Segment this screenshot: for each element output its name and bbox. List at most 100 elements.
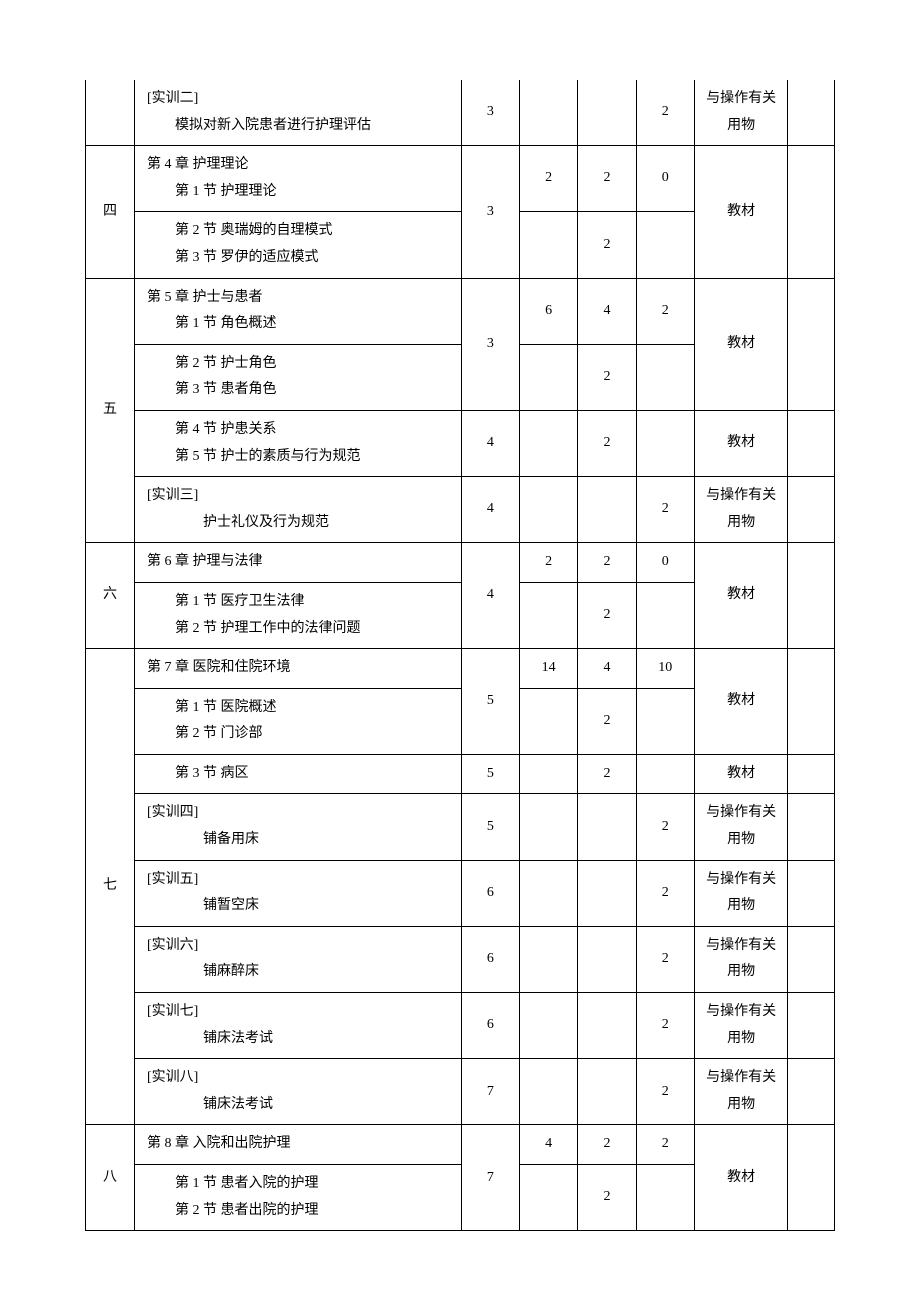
chapter-index: 七 bbox=[86, 649, 135, 1125]
content-cell: [实训五] 铺暂空床 bbox=[135, 860, 462, 926]
num-col-4: 2 bbox=[636, 477, 694, 543]
content-cell: [实训三] 护士礼仪及行为规范 bbox=[135, 477, 462, 543]
empty-cell bbox=[788, 754, 835, 794]
num-col-4: 2 bbox=[636, 1125, 694, 1165]
empty-cell bbox=[788, 80, 835, 146]
content-cell: 第 2 节 奥瑞姆的自理模式 第 3 节 罗伊的适应模式 bbox=[135, 212, 462, 278]
table-row: [实训二] 模拟对新入院患者进行护理评估32与操作有关用物 bbox=[86, 80, 835, 146]
num-col-4: 0 bbox=[636, 543, 694, 583]
empty-cell bbox=[788, 477, 835, 543]
content-cell: [实训七] 铺床法考试 bbox=[135, 993, 462, 1059]
num-col-2 bbox=[519, 993, 577, 1059]
num-col-2: 14 bbox=[519, 649, 577, 689]
material-cell: 教材 bbox=[694, 1125, 787, 1231]
table-row: [实训五] 铺暂空床62与操作有关用物 bbox=[86, 860, 835, 926]
num-col-3: 2 bbox=[578, 410, 636, 476]
chapter-index: 八 bbox=[86, 1125, 135, 1231]
empty-cell bbox=[788, 926, 835, 992]
empty-cell bbox=[788, 993, 835, 1059]
num-col-3 bbox=[578, 993, 636, 1059]
table-row: 五第 5 章 护士与患者 第 1 节 角色概述3642教材 bbox=[86, 278, 835, 344]
table-row: 八第 8 章 入院和出院护理7422教材 bbox=[86, 1125, 835, 1165]
num-col-2 bbox=[519, 1059, 577, 1125]
num-col-1: 4 bbox=[461, 543, 519, 649]
num-col-1: 6 bbox=[461, 926, 519, 992]
empty-cell bbox=[788, 543, 835, 649]
num-col-4: 2 bbox=[636, 926, 694, 992]
num-col-2 bbox=[519, 477, 577, 543]
content-cell: [实训四] 铺备用床 bbox=[135, 794, 462, 860]
table-row: [实训三] 护士礼仪及行为规范4 2与操作有关用物 bbox=[86, 477, 835, 543]
empty-cell bbox=[788, 1125, 835, 1231]
curriculum-table: [实训二] 模拟对新入院患者进行护理评估32与操作有关用物四第 4 章 护理理论… bbox=[85, 80, 835, 1231]
num-col-3: 4 bbox=[578, 649, 636, 689]
content-cell: 第 1 节 患者入院的护理 第 2 节 患者出院的护理 bbox=[135, 1165, 462, 1231]
empty-cell bbox=[788, 794, 835, 860]
num-col-2 bbox=[519, 688, 577, 754]
num-col-1: 3 bbox=[461, 146, 519, 278]
num-col-3: 2 bbox=[578, 344, 636, 410]
empty-cell bbox=[788, 278, 835, 410]
content-cell: 第 4 章 护理理论 第 1 节 护理理论 bbox=[135, 146, 462, 212]
material-cell: 与操作有关用物 bbox=[694, 794, 787, 860]
num-col-3: 2 bbox=[578, 1125, 636, 1165]
content-cell: [实训二] 模拟对新入院患者进行护理评估 bbox=[135, 80, 462, 146]
material-cell: 教材 bbox=[694, 146, 787, 278]
num-col-2: 6 bbox=[519, 278, 577, 344]
material-cell: 与操作有关用物 bbox=[694, 926, 787, 992]
material-cell: 与操作有关用物 bbox=[694, 80, 787, 146]
table-row: 七第 7 章 医院和住院环境514410教材 bbox=[86, 649, 835, 689]
content-cell: [实训六] 铺麻醉床 bbox=[135, 926, 462, 992]
content-cell: [实训八] 铺床法考试 bbox=[135, 1059, 462, 1125]
num-col-2 bbox=[519, 754, 577, 794]
num-col-3: 2 bbox=[578, 212, 636, 278]
num-col-1: 6 bbox=[461, 860, 519, 926]
content-cell: 第 6 章 护理与法律 bbox=[135, 543, 462, 583]
table-row: 第 3 节 病区52教材 bbox=[86, 754, 835, 794]
table-row: 第 4 节 护患关系 第 5 节 护士的素质与行为规范42教材 bbox=[86, 410, 835, 476]
num-col-1: 4 bbox=[461, 477, 519, 543]
num-col-4 bbox=[636, 1165, 694, 1231]
num-col-3 bbox=[578, 80, 636, 146]
num-col-4 bbox=[636, 344, 694, 410]
empty-cell bbox=[788, 649, 835, 755]
content-cell: 第 1 节 医疗卫生法律 第 2 节 护理工作中的法律问题 bbox=[135, 582, 462, 648]
num-col-4: 10 bbox=[636, 649, 694, 689]
material-cell: 教材 bbox=[694, 278, 787, 410]
content-cell: 第 7 章 医院和住院环境 bbox=[135, 649, 462, 689]
num-col-4: 2 bbox=[636, 1059, 694, 1125]
num-col-3: 2 bbox=[578, 754, 636, 794]
num-col-2: 2 bbox=[519, 543, 577, 583]
content-cell: 第 2 节 护士角色 第 3 节 患者角色 bbox=[135, 344, 462, 410]
material-cell: 与操作有关用物 bbox=[694, 993, 787, 1059]
material-cell: 与操作有关用物 bbox=[694, 477, 787, 543]
num-col-1: 7 bbox=[461, 1059, 519, 1125]
num-col-3 bbox=[578, 1059, 636, 1125]
chapter-index: 五 bbox=[86, 278, 135, 543]
num-col-3: 2 bbox=[578, 543, 636, 583]
num-col-3 bbox=[578, 860, 636, 926]
num-col-4: 2 bbox=[636, 794, 694, 860]
num-col-4 bbox=[636, 688, 694, 754]
table-row: [实训七] 铺床法考试62与操作有关用物 bbox=[86, 993, 835, 1059]
num-col-2 bbox=[519, 582, 577, 648]
num-col-2 bbox=[519, 860, 577, 926]
num-col-1: 7 bbox=[461, 1125, 519, 1231]
table-row: [实训八] 铺床法考试72与操作有关用物 bbox=[86, 1059, 835, 1125]
table-row: 六第 6 章 护理与法律4220教材 bbox=[86, 543, 835, 583]
material-cell: 教材 bbox=[694, 543, 787, 649]
empty-cell bbox=[788, 410, 835, 476]
material-cell: 教材 bbox=[694, 754, 787, 794]
content-cell: 第 4 节 护患关系 第 5 节 护士的素质与行为规范 bbox=[135, 410, 462, 476]
num-col-2 bbox=[519, 80, 577, 146]
num-col-2 bbox=[519, 794, 577, 860]
num-col-4 bbox=[636, 410, 694, 476]
num-col-3: 2 bbox=[578, 1165, 636, 1231]
empty-cell bbox=[788, 1059, 835, 1125]
chapter-index: 六 bbox=[86, 543, 135, 649]
table-row: 四第 4 章 护理理论 第 1 节 护理理论3220教材 bbox=[86, 146, 835, 212]
num-col-3: 2 bbox=[578, 146, 636, 212]
num-col-4: 2 bbox=[636, 993, 694, 1059]
num-col-3: 4 bbox=[578, 278, 636, 344]
num-col-2 bbox=[519, 212, 577, 278]
